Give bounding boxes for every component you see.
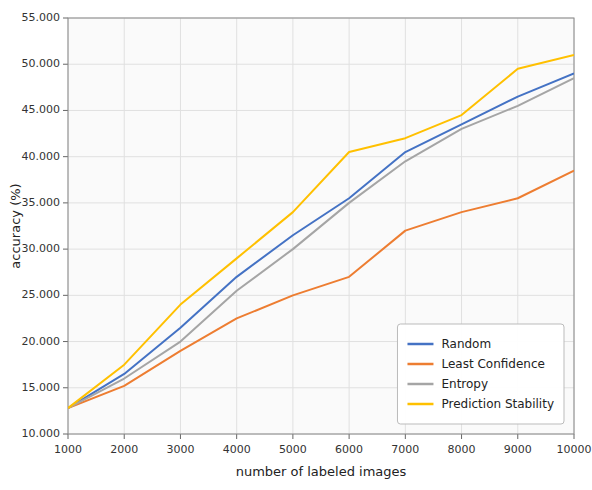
x-tick: [517, 434, 518, 439]
plot-area: [68, 18, 574, 434]
y-tick-label: 20.000: [22, 335, 61, 348]
x-tick-label: 10000: [557, 443, 592, 456]
y-tick: [63, 295, 68, 296]
axes: 10.000 15.000 20.000 25.000 30.000 35.000 40.0…: [22, 11, 592, 456]
y-tick-label: 40.000: [22, 150, 61, 163]
y-tick-label: 15.000: [22, 381, 61, 394]
grid: [68, 18, 574, 434]
x-tick-label: 5000: [279, 443, 307, 456]
x-tick: [574, 434, 575, 439]
legend-swatch: [407, 383, 433, 386]
legend-label: Prediction Stability: [441, 397, 554, 411]
x-grid-line: [236, 18, 237, 434]
legend: Random Least Confidence Entropy Prediction …: [397, 324, 564, 424]
y-tick-label: 25.000: [22, 288, 61, 301]
legend-box: [397, 324, 564, 424]
x-tick: [292, 434, 293, 439]
series-line: [68, 78, 574, 408]
legend-swatch: [407, 403, 433, 406]
legend-label: Entropy: [441, 377, 488, 391]
legend-swatch: [407, 363, 433, 366]
x-tick-label: 7000: [391, 443, 419, 456]
x-tick-label: 6000: [335, 443, 363, 456]
y-axis-label: accuracy (%): [8, 183, 23, 268]
x-tick-label: 3000: [166, 443, 194, 456]
x-tick-label: 1000: [54, 443, 82, 456]
y-grid-line: [68, 110, 574, 111]
x-tick: [68, 434, 69, 439]
y-tick-label: 30.000: [22, 242, 61, 255]
y-tick: [63, 18, 68, 19]
y-grid-line: [68, 64, 574, 65]
y-tick: [63, 387, 68, 388]
y-tick: [63, 341, 68, 342]
x-tick-label: 4000: [223, 443, 251, 456]
x-grid-line: [349, 18, 350, 434]
x-tick-label: 9000: [504, 443, 532, 456]
legend-label: Least Confidence: [441, 357, 544, 371]
x-grid-line: [180, 18, 181, 434]
y-tick: [63, 202, 68, 203]
y-tick-label: 35.000: [22, 196, 61, 209]
x-grid-line: [292, 18, 293, 434]
y-grid-line: [68, 156, 574, 157]
y-grid-line: [68, 295, 574, 296]
x-grid-line: [124, 18, 125, 434]
y-tick-label: 45.000: [22, 103, 61, 116]
x-tick-label: 8000: [448, 443, 476, 456]
x-axis-label: number of labeled images: [236, 464, 407, 479]
x-tick: [236, 434, 237, 439]
x-tick: [180, 434, 181, 439]
y-tick: [63, 64, 68, 65]
x-tick: [405, 434, 406, 439]
y-tick-label: 55.000: [22, 11, 61, 24]
plot-frame: [68, 18, 574, 434]
chart: 10.000 15.000 20.000 25.000 30.000 35.000 40.0…: [0, 0, 592, 490]
legend-label: Random: [441, 337, 491, 351]
y-tick: [63, 110, 68, 111]
x-tick: [124, 434, 125, 439]
y-tick: [63, 434, 68, 435]
series-line: [68, 73, 574, 408]
x-tick-label: 2000: [110, 443, 138, 456]
legend-swatch: [407, 343, 433, 346]
x-tick: [349, 434, 350, 439]
y-tick-label: 10.000: [22, 427, 61, 440]
y-tick-label: 50.000: [22, 57, 61, 70]
y-tick: [63, 249, 68, 250]
y-grid-line: [68, 249, 574, 250]
x-tick: [461, 434, 462, 439]
y-tick: [63, 156, 68, 157]
